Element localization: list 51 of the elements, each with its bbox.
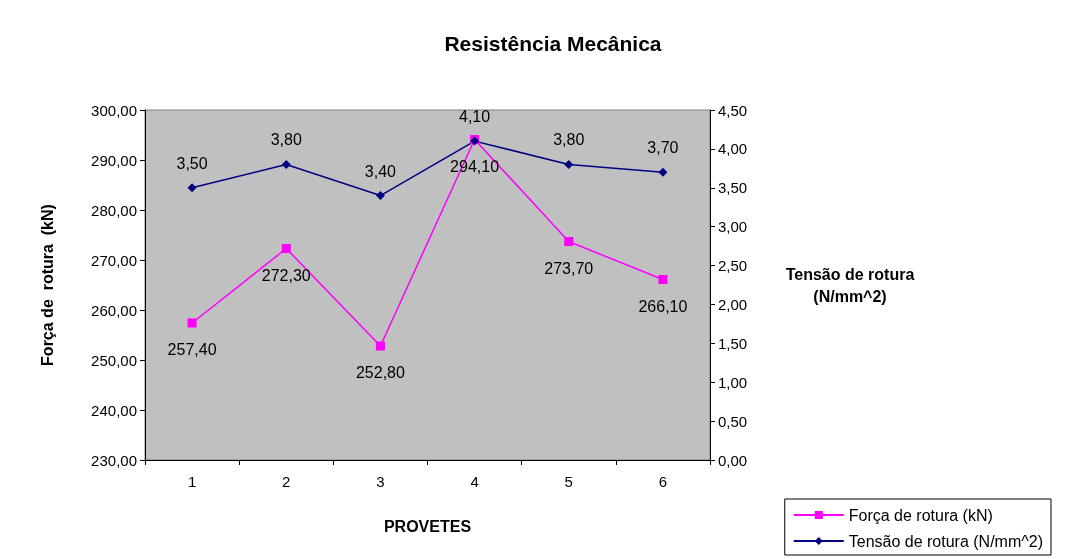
y2-tick-label: 2,00 — [718, 295, 748, 313]
y-tick-label: 230,00 — [91, 451, 137, 469]
x-tick-label: 2 — [282, 473, 291, 490]
x-axis-title: PROVETES — [383, 517, 472, 535]
y-tick-label: 250,00 — [91, 351, 137, 369]
data-label: 3,80 — [553, 131, 585, 149]
point — [564, 159, 574, 169]
y2-tick-label: 2,50 — [718, 257, 748, 275]
point — [375, 341, 385, 351]
data-label: 4,10 — [459, 108, 491, 126]
point — [564, 237, 574, 246]
y-axis-title: Força de rotura (kN) — [38, 204, 56, 366]
x-tick-label: 5 — [564, 473, 573, 490]
data-label: 3,50 — [176, 154, 208, 172]
y-tick-label: 280,00 — [91, 201, 137, 219]
data-label: 252,80 — [355, 364, 405, 381]
y2-tick-label: 0,00 — [718, 451, 748, 469]
point — [187, 318, 197, 328]
data-label: 3,80 — [270, 131, 302, 149]
y-tick-label: 270,00 — [91, 251, 137, 269]
data-label: 257,40 — [167, 341, 217, 358]
data-label: 273,70 — [544, 259, 594, 277]
x-tick-label: 1 — [187, 473, 197, 490]
legend-label: Tensão de rotura (N/mm^2) — [848, 532, 1044, 550]
y-tick-label: 240,00 — [91, 401, 137, 419]
point — [658, 275, 668, 284]
y-tick-label: 300,00 — [91, 101, 137, 119]
point — [281, 244, 291, 253]
data-label: 3,40 — [364, 162, 397, 180]
y2-tick-label: 4,50 — [718, 101, 748, 119]
y2-tick-label: 4,00 — [718, 140, 748, 158]
y2-tick-label: 3,50 — [718, 179, 748, 197]
x-tick-label: 4 — [470, 473, 479, 490]
legend-label: Força de rotura (kN) — [848, 506, 993, 524]
x-tick-label: 3 — [376, 473, 385, 490]
y2-tick-label: 3,00 — [718, 218, 748, 236]
y2-axis-title: Tensão de rotura (N/mm^2) — [785, 265, 915, 305]
point — [281, 159, 291, 169]
chart-title: Resistência Mecânica — [444, 32, 662, 55]
y2-tick-label: 0,50 — [718, 412, 748, 430]
y2-tick-label: 1,50 — [718, 334, 748, 352]
y2-tick-label: 1,00 — [718, 373, 748, 391]
point — [658, 167, 668, 177]
data-label: 266,10 — [638, 297, 688, 315]
y-tick-label: 260,00 — [91, 301, 137, 319]
point — [375, 191, 385, 201]
data-label: 3,70 — [647, 139, 679, 157]
point — [187, 183, 197, 193]
x-tick-label: 6 — [658, 473, 668, 490]
data-label: 272,30 — [261, 266, 311, 284]
y-tick-label: 290,00 — [91, 151, 137, 169]
